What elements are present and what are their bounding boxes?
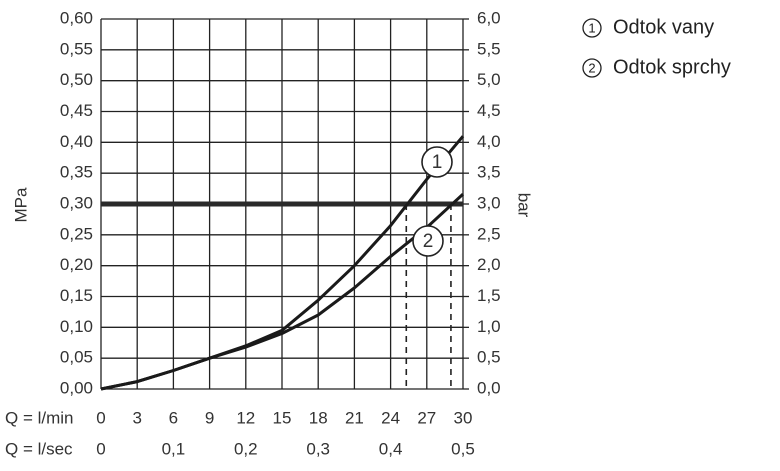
y-tick-label: 0,00	[60, 378, 93, 397]
x-axis-label: Q = l/min	[5, 408, 74, 427]
y2-tick-label: 4,0	[477, 132, 501, 151]
x-tick-label: 27	[417, 408, 436, 427]
x-tick-label: 0	[96, 408, 105, 427]
y-tick-label: 0,30	[60, 193, 93, 212]
legend-label: Odtok sprchy	[613, 56, 731, 78]
legend-icon	[582, 18, 602, 38]
y-tick-label: 0,15	[60, 286, 93, 305]
y2-tick-label: 0,0	[477, 378, 501, 397]
y-tick-label: 0,05	[60, 348, 93, 367]
legend-icon-label: 1	[588, 20, 595, 35]
y-tick-label: 0,25	[60, 224, 93, 243]
legend-icon	[582, 58, 602, 78]
y-tick-label: 0,40	[60, 132, 93, 151]
y2-tick-label: 5,0	[477, 70, 501, 89]
series-line	[100, 193, 465, 391]
x2-axis-label: Q = l/sec	[5, 439, 73, 458]
x-tick-label: 6	[169, 408, 178, 427]
y2-tick-label: 6,0	[477, 8, 501, 27]
y-tick-label: 0,35	[60, 163, 93, 182]
y2-tick-label: 1,5	[477, 286, 501, 305]
legend-label: Odtok vany	[613, 16, 714, 38]
y-tick-label: 0,45	[60, 101, 93, 120]
x-tick-label: 30	[454, 408, 473, 427]
y-axis-label: MPa	[11, 187, 30, 223]
y2-tick-label: 1,0	[477, 317, 501, 336]
series-badge	[421, 146, 453, 178]
x2-tick-label: 0,2	[234, 439, 258, 458]
x2-tick-label: 0,5	[451, 439, 475, 458]
x2-tick-label: 0,3	[306, 439, 330, 458]
y2-tick-label: 3,5	[477, 163, 501, 182]
y-tick-label: 0,60	[60, 8, 93, 27]
series-badge	[412, 225, 444, 257]
y2-tick-label: 0,5	[477, 348, 501, 367]
x-tick-label: 3	[132, 408, 141, 427]
y-tick-label: 0,55	[60, 39, 93, 58]
x-tick-label: 21	[345, 408, 364, 427]
legend-entry: 2 Odtok sprchy	[582, 56, 731, 78]
x-tick-label: 12	[236, 408, 255, 427]
x-tick-label: 9	[205, 408, 214, 427]
series-badge-label: 1	[432, 152, 443, 173]
legend-icon-label: 2	[588, 60, 595, 75]
legend-entry: 1 Odtok vany	[582, 16, 714, 38]
y-tick-label: 0,20	[60, 255, 93, 274]
x-tick-label: 24	[381, 408, 400, 427]
y2-tick-label: 2,0	[477, 255, 501, 274]
y2-tick-label: 4,5	[477, 101, 501, 120]
y2-axis-label: bar	[515, 193, 534, 218]
y2-tick-label: 2,5	[477, 224, 501, 243]
x2-tick-label: 0,1	[162, 439, 186, 458]
x2-tick-label: 0,4	[379, 439, 403, 458]
y-tick-label: 0,50	[60, 70, 93, 89]
x2-tick-label: 0	[96, 439, 105, 458]
y2-tick-label: 3,0	[477, 193, 501, 212]
x-tick-label: 15	[273, 408, 292, 427]
y2-tick-label: 5,5	[477, 39, 501, 58]
y-tick-label: 0,10	[60, 317, 93, 336]
x-tick-label: 18	[309, 408, 328, 427]
series-badge-label: 2	[423, 231, 434, 252]
